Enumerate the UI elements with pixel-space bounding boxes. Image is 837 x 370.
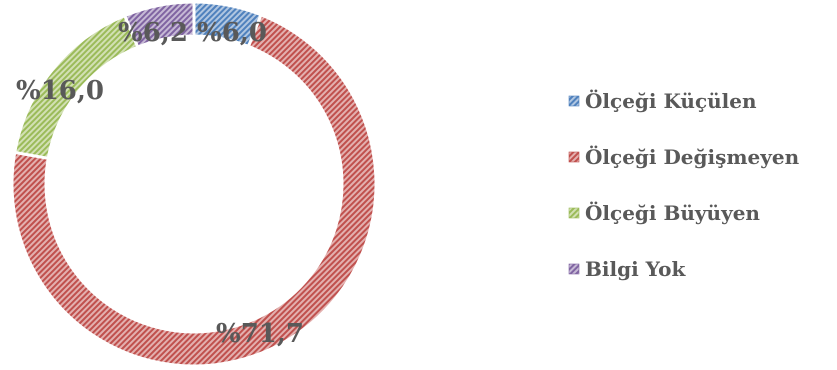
data-label-olcegi-buyuyen: %16,0 bbox=[16, 76, 104, 106]
legend-swatch-bilgi-yok bbox=[568, 263, 580, 275]
data-label-olcegi-degismeyen: %71,7 bbox=[216, 319, 304, 349]
legend-item-olcegi-kuculen: Ölçeği Küçülen bbox=[568, 88, 757, 113]
legend: Ölçeği Küçülen Ölçeği Değişmeyen Ölçeği Bü… bbox=[568, 88, 800, 281]
legend-label-olcegi-buyuyen: Ölçeği Büyüyen bbox=[585, 200, 760, 225]
legend-item-bilgi-yok: Bilgi Yok bbox=[568, 257, 687, 281]
legend-swatch-olcegi-degismeyen bbox=[568, 151, 580, 163]
legend-item-olcegi-buyuyen: Ölçeği Büyüyen bbox=[568, 200, 760, 225]
legend-swatch-olcegi-buyuyen bbox=[568, 207, 580, 219]
legend-item-olcegi-degismeyen: Ölçeği Değişmeyen bbox=[568, 144, 800, 169]
data-label-olcegi-kuculen: %6,0 bbox=[197, 18, 267, 48]
legend-label-olcegi-degismeyen: Ölçeği Değişmeyen bbox=[585, 144, 800, 169]
slice-olcegi-degismeyen bbox=[10, 12, 378, 368]
legend-label-bilgi-yok: Bilgi Yok bbox=[585, 257, 687, 281]
slice-bilgi-yok bbox=[122, 0, 196, 50]
legend-swatch-olcegi-kuculen bbox=[568, 95, 580, 107]
legend-label-olcegi-kuculen: Ölçeği Küçülen bbox=[585, 88, 757, 113]
data-labels-group: %6,0 %71,7 %16,0 %6,2 bbox=[16, 18, 304, 349]
slices-group bbox=[10, 0, 378, 368]
data-label-bilgi-yok: %6,2 bbox=[118, 18, 188, 48]
